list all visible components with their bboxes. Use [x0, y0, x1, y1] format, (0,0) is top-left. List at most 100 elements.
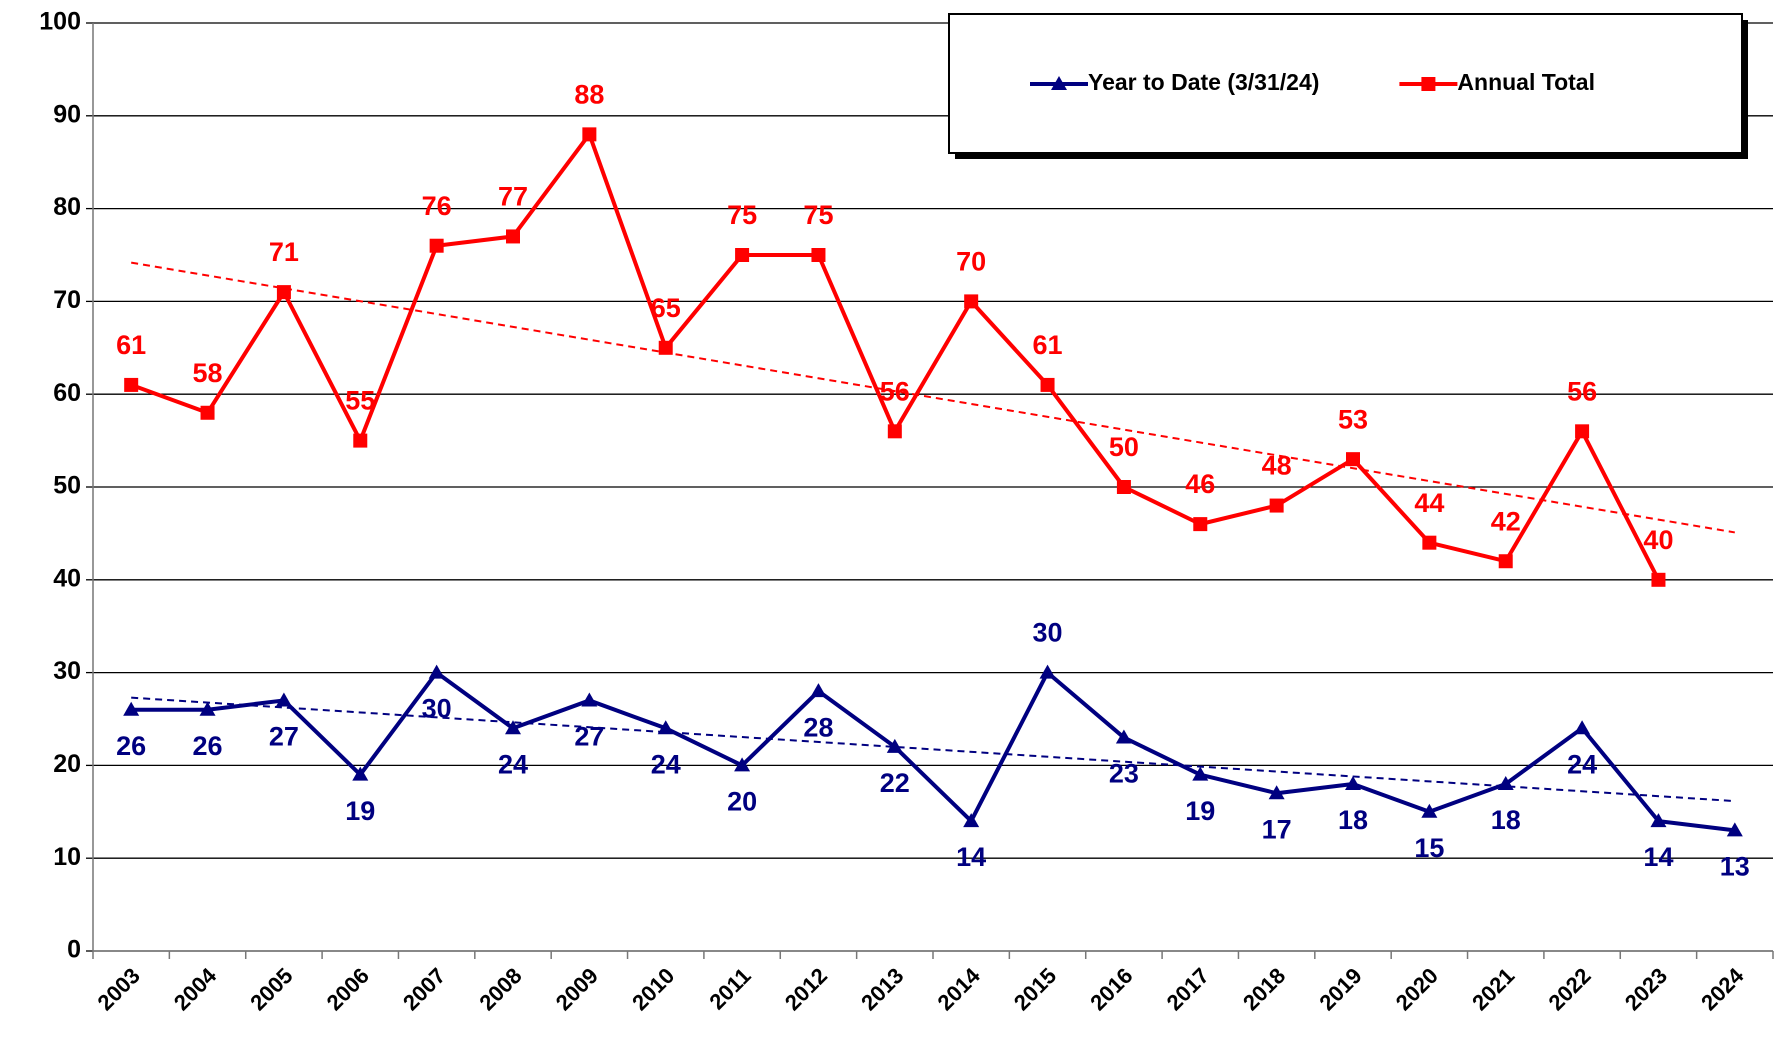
marker	[276, 285, 291, 300]
data-label: 61	[1033, 330, 1063, 360]
x-tick-label: 2007	[398, 963, 450, 1015]
data-label: 20	[727, 787, 757, 817]
data-label: 15	[1414, 833, 1444, 863]
marker	[657, 720, 674, 735]
marker	[1497, 775, 1514, 790]
x-tick-label: 2005	[245, 963, 297, 1015]
y-tick-label: 70	[53, 286, 81, 314]
marker	[811, 248, 826, 262]
marker	[1115, 729, 1132, 744]
x-tick-label: 2009	[551, 963, 603, 1015]
marker	[1346, 452, 1360, 467]
data-label: 48	[1262, 451, 1292, 481]
x-tick-label: 2022	[1543, 963, 1595, 1015]
y-tick-label: 100	[39, 8, 81, 36]
marker	[1651, 572, 1666, 587]
marker	[735, 248, 750, 262]
data-label: 17	[1262, 814, 1292, 844]
data-label: 75	[727, 200, 757, 230]
data-label: 88	[574, 79, 604, 109]
x-tick-label: 2014	[933, 962, 986, 1015]
x-tick-label: 2013	[856, 963, 908, 1015]
data-label: 24	[651, 749, 681, 779]
data-label: 56	[880, 376, 910, 406]
data-label: 42	[1491, 506, 1521, 536]
y-tick-label: 30	[53, 657, 81, 685]
legend-label: Annual Total	[1457, 69, 1595, 95]
x-tick-label: 2010	[627, 963, 679, 1015]
data-label: 13	[1720, 851, 1750, 881]
x-tick-label: 2012	[780, 963, 832, 1015]
marker	[582, 127, 597, 142]
marker	[200, 405, 215, 420]
marker	[1726, 822, 1743, 837]
marker	[429, 238, 444, 253]
data-label: 19	[1185, 796, 1215, 826]
data-label: 40	[1643, 525, 1673, 555]
y-tick-label: 40	[53, 564, 81, 592]
data-label: 44	[1414, 488, 1444, 518]
data-label: 76	[422, 191, 452, 221]
marker	[886, 738, 903, 753]
marker	[1193, 517, 1208, 532]
data-label: 26	[193, 731, 223, 761]
x-tick-label: 2018	[1238, 963, 1290, 1015]
trendline	[131, 696, 1735, 803]
data-label: 55	[345, 386, 375, 416]
marker	[506, 229, 520, 244]
data-label: 46	[1185, 469, 1215, 499]
data-label: 28	[803, 712, 833, 742]
data-label: 23	[1109, 759, 1139, 789]
marker	[581, 692, 598, 707]
marker	[124, 377, 139, 392]
data-label: 24	[498, 749, 528, 779]
data-label: 24	[1567, 749, 1597, 779]
data-label: 27	[574, 722, 604, 752]
marker	[734, 757, 751, 772]
data-label: 75	[803, 200, 833, 230]
marker	[275, 692, 292, 707]
data-label: 58	[193, 358, 223, 388]
x-tick-label: 2021	[1467, 963, 1519, 1015]
data-label: 53	[1338, 404, 1368, 434]
marker	[1269, 498, 1284, 513]
x-tick-label: 2023	[1620, 963, 1672, 1015]
y-tick-label: 90	[53, 100, 81, 128]
marker	[199, 701, 216, 716]
data-label: 65	[651, 293, 681, 323]
legend-marker	[1421, 77, 1436, 91]
marker	[1650, 813, 1667, 828]
data-label: 14	[956, 842, 986, 872]
marker	[1040, 377, 1055, 392]
marker	[428, 664, 445, 679]
series-line	[131, 670, 1736, 833]
y-tick-label: 50	[53, 472, 81, 500]
x-tick-label: 2011	[704, 963, 755, 1014]
marker	[887, 424, 902, 439]
data-label: 19	[345, 796, 375, 826]
x-tick-label: 2016	[1085, 963, 1137, 1015]
x-tick-label: 2019	[1314, 963, 1366, 1015]
x-tick-label: 2017	[1162, 963, 1214, 1015]
x-tick-label: 2008	[474, 963, 526, 1015]
x-tick-label: 2006	[322, 963, 374, 1015]
marker	[1575, 424, 1590, 439]
data-label: 70	[956, 247, 986, 277]
marker	[1345, 775, 1361, 790]
y-tick-label: 10	[53, 843, 81, 871]
marker	[1498, 554, 1513, 569]
marker	[1116, 480, 1131, 494]
marker	[964, 294, 979, 309]
marker	[353, 433, 368, 448]
y-tick-label: 80	[53, 193, 81, 221]
legend-label: Year to Date (3/31/24)	[1088, 69, 1319, 95]
data-label: 22	[880, 768, 910, 798]
data-label: 14	[1643, 842, 1673, 872]
x-tick-label: 2004	[169, 962, 222, 1015]
marker	[1421, 803, 1438, 818]
legend: Year to Date (3/31/24) Annual Total	[948, 13, 1748, 159]
marker	[352, 766, 369, 781]
data-label: 18	[1491, 805, 1521, 835]
y-tick-label: 0	[67, 936, 81, 964]
